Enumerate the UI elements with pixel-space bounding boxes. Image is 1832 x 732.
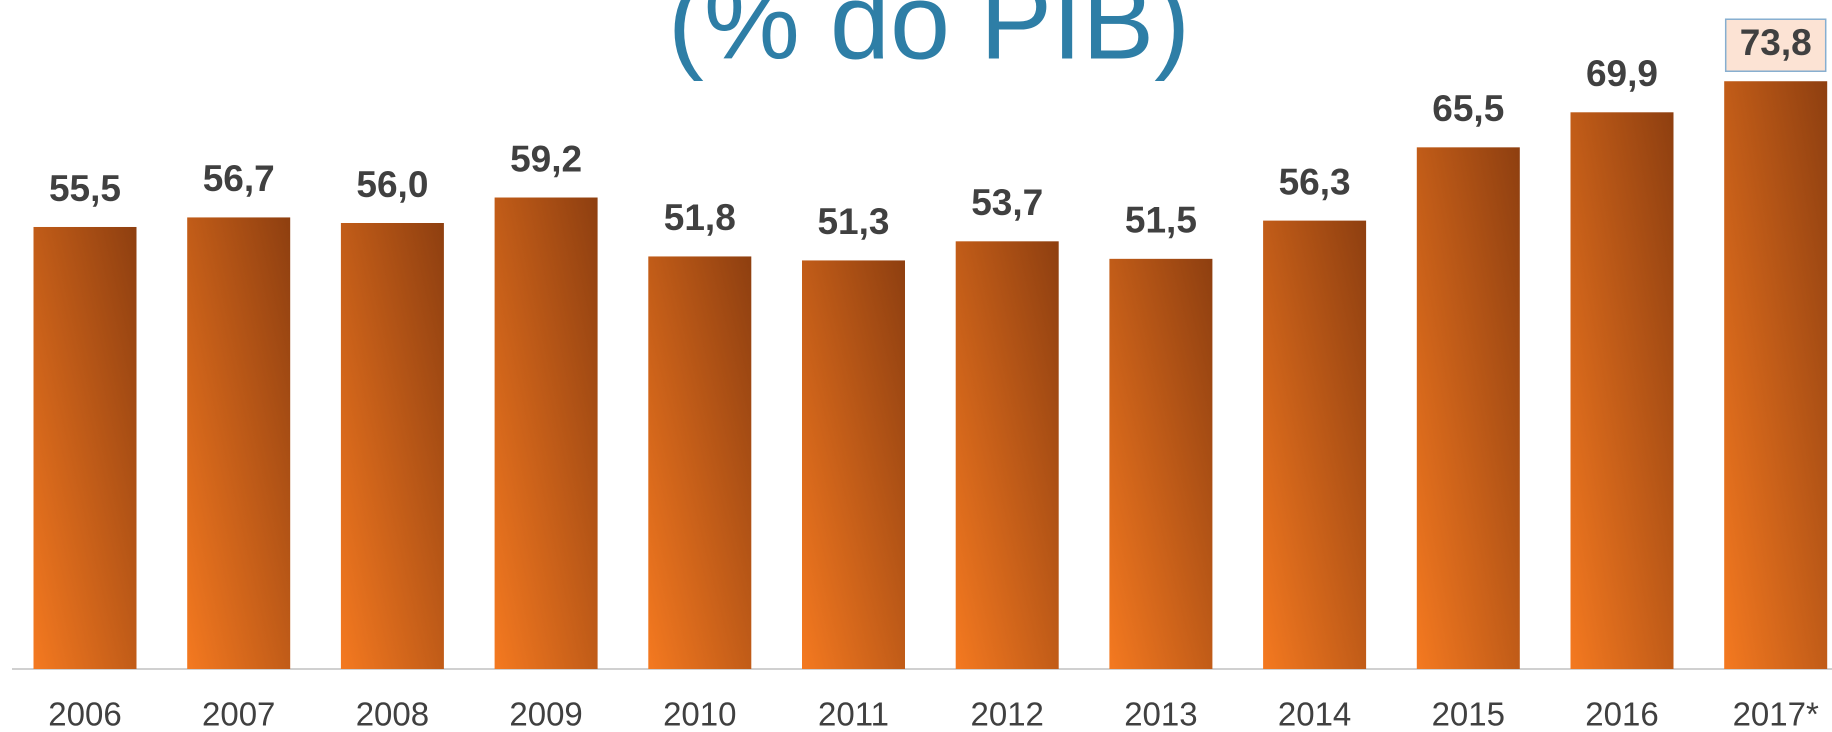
value-label: 69,9 (1586, 53, 1658, 94)
x-tick-label: 2011 (818, 696, 889, 732)
bar (648, 256, 752, 669)
x-tick-label: 2008 (356, 696, 429, 732)
value-label: 56,3 (1279, 161, 1351, 202)
value-label: 56,7 (203, 158, 275, 199)
bar (494, 197, 598, 669)
bar (187, 217, 291, 670)
x-tick-label: 2017* (1733, 696, 1819, 732)
x-tick-label: 2010 (663, 696, 736, 732)
bar (955, 241, 1059, 669)
value-label: 51,8 (664, 197, 736, 238)
chart-title: (% do PIB) (668, 0, 1190, 82)
bar (1724, 81, 1828, 669)
value-label: 51,3 (817, 201, 889, 242)
value-label: 55,5 (49, 168, 121, 209)
bar (1416, 147, 1520, 669)
x-tick-label: 2009 (509, 696, 582, 732)
value-label: 56,0 (356, 164, 428, 205)
x-tick-label: 2016 (1585, 696, 1658, 732)
x-tick-label: 2014 (1278, 696, 1351, 732)
value-label: 65,5 (1432, 88, 1504, 129)
x-tick-label: 2007 (202, 696, 275, 732)
bar (1263, 220, 1367, 669)
value-label: 73,8 (1740, 22, 1812, 63)
x-tick-label: 2012 (970, 696, 1043, 732)
bar (1109, 258, 1213, 669)
value-label: 59,2 (510, 138, 582, 179)
value-label: 53,7 (971, 182, 1043, 223)
x-tick-label: 2013 (1124, 696, 1197, 732)
value-label: 51,5 (1125, 200, 1197, 241)
x-tick-label: 2015 (1432, 696, 1505, 732)
bar (340, 223, 444, 669)
label-highlight (1724, 18, 1827, 72)
bar (33, 226, 137, 669)
x-tick-label: 2006 (48, 696, 121, 732)
bar (1570, 112, 1674, 669)
bar (802, 260, 905, 669)
